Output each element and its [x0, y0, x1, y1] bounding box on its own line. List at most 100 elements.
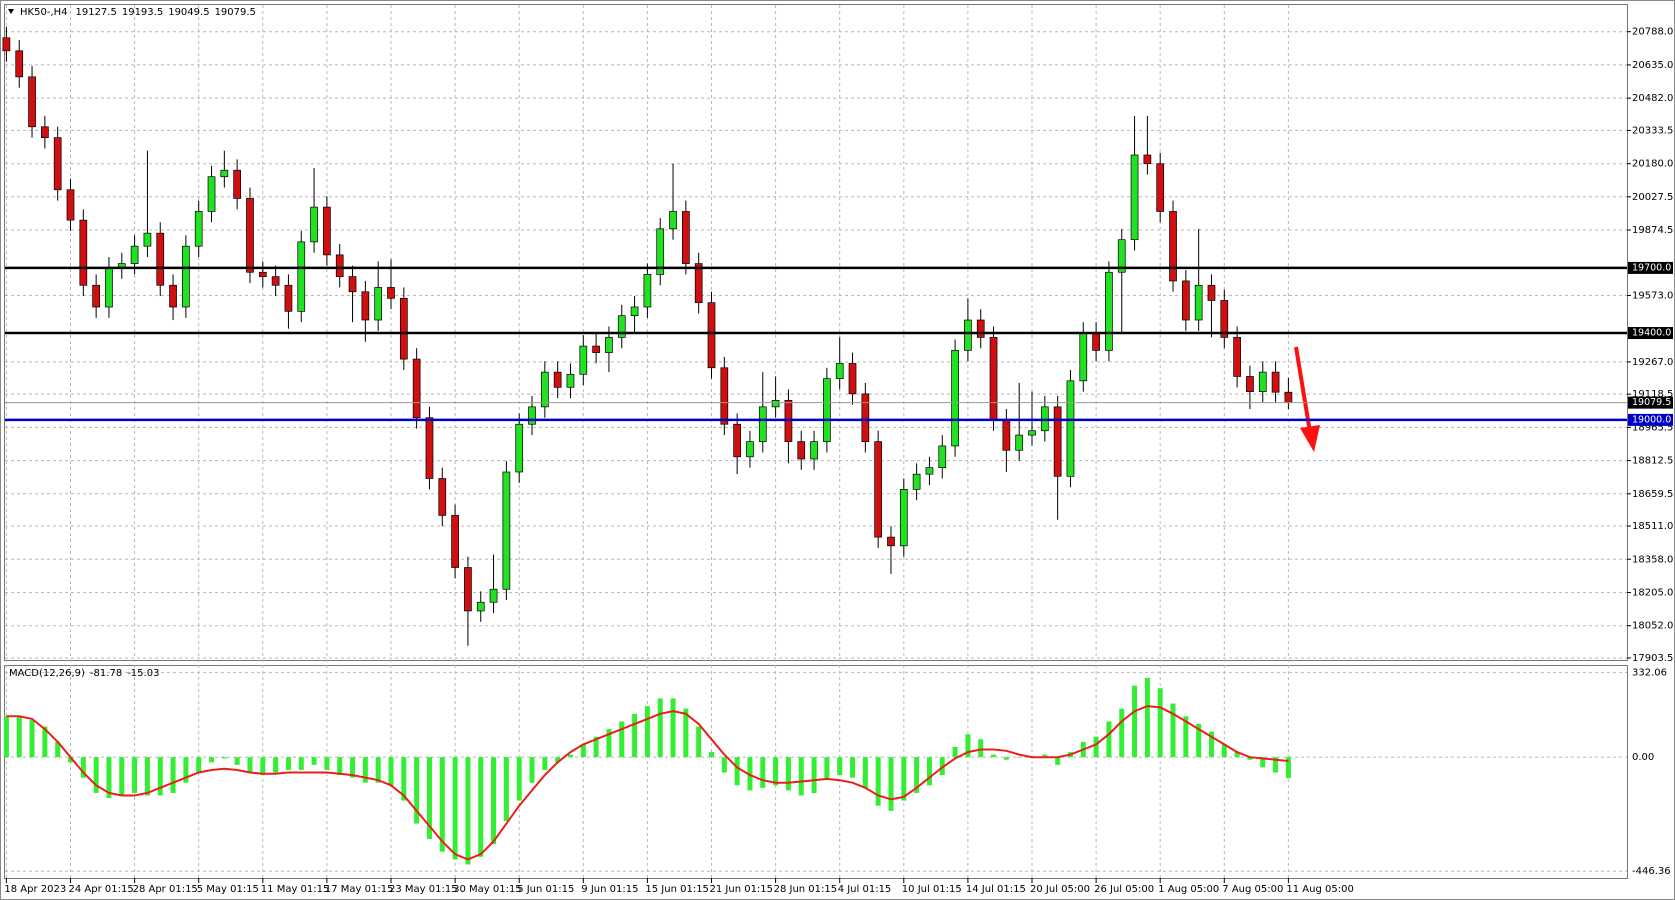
candle-body	[592, 345, 600, 353]
candle-body	[553, 371, 562, 388]
candle-body	[1105, 271, 1113, 351]
candle-body	[1271, 371, 1280, 393]
macd-bar	[55, 741, 61, 758]
x-tick-label: 9 Jun 01:15	[581, 884, 638, 895]
macd-bar	[1106, 721, 1112, 758]
candle-body	[605, 337, 613, 353]
candle-body	[438, 478, 447, 516]
candle-body	[1092, 332, 1100, 351]
candle-body	[874, 441, 883, 538]
candle-body	[823, 378, 831, 442]
candle-body	[1207, 284, 1216, 301]
x-tick-label: 15 Jun 01:15	[645, 884, 709, 895]
macd-bar	[798, 757, 804, 796]
candle-body	[540, 371, 549, 408]
y-tick-label: 18052.0	[1632, 621, 1673, 632]
x-tick-label: 20 Jul 05:00	[1030, 884, 1090, 895]
y-tick-label: 20788.0	[1632, 27, 1673, 38]
candle-body	[1156, 163, 1165, 212]
macd-bar	[1208, 731, 1214, 758]
macd-bar	[221, 757, 227, 759]
macd-bar	[567, 754, 573, 758]
candle-body	[233, 169, 242, 199]
y-tick-label: 20027.5	[1632, 192, 1673, 203]
macd-bar	[401, 757, 407, 801]
y-tick-label: 19874.5	[1632, 225, 1673, 236]
candle-body	[579, 345, 588, 375]
candle-body	[361, 291, 370, 321]
candle-body	[1028, 430, 1036, 436]
macd-bar	[311, 757, 317, 765]
candle-body	[476, 601, 485, 612]
macd-bar	[452, 757, 458, 860]
candle-body	[156, 232, 165, 286]
candle-body	[2, 37, 11, 52]
candle-body	[399, 297, 408, 360]
price-panel	[4, 4, 1628, 661]
candle-body	[1169, 211, 1177, 282]
candle-body	[746, 441, 754, 458]
macd-bar	[1285, 757, 1291, 779]
macd-bar	[811, 757, 817, 793]
candle-body	[758, 406, 767, 442]
macd-bar	[1003, 757, 1009, 760]
level-tag	[1628, 327, 1673, 340]
macd-title: MACD(12,26,9)	[9, 668, 85, 679]
candle-body	[1079, 332, 1088, 382]
candle-body	[989, 337, 998, 421]
candle-body	[1246, 376, 1254, 393]
macd-bar	[1234, 752, 1240, 758]
candle-body	[1002, 419, 1011, 451]
macd-bar	[260, 757, 266, 776]
macd-bar	[1247, 757, 1253, 760]
macd-bar	[670, 698, 676, 758]
macd-bar	[747, 757, 753, 791]
marks	[2, 26, 1293, 865]
candle-body	[1181, 280, 1190, 321]
x-tick-label: 26 Jul 05:00	[1094, 884, 1154, 895]
macd-bar	[555, 757, 561, 763]
macd-bar	[1093, 736, 1099, 758]
y-tick-label: -446.36	[1632, 866, 1671, 877]
x-tick-label: 7 Aug 05:00	[1222, 884, 1283, 895]
candle-body	[669, 211, 677, 230]
macd-bar	[29, 720, 35, 758]
macd-bar	[542, 757, 548, 770]
x-tick-label: 11 Aug 05:00	[1286, 884, 1353, 895]
candle-body	[964, 319, 972, 351]
x-tick-label: 23 May 01:15	[389, 884, 458, 895]
candle-body	[258, 271, 267, 277]
x-tick-label: 18 Apr 2023	[4, 884, 66, 895]
macd-bar	[862, 757, 868, 788]
x-tick-label: 28 Apr 01:15	[133, 884, 198, 895]
macd-bar	[939, 757, 945, 776]
signal-line	[6, 705, 1289, 861]
macd-bar	[619, 721, 625, 758]
x-tick-label: 28 Jun 01:15	[774, 884, 838, 895]
macd-bar	[824, 757, 830, 781]
x-tick-label: 30 May 01:15	[453, 884, 522, 895]
close-value: 19079.5	[215, 7, 256, 18]
candle-body	[617, 315, 626, 338]
high-value: 19193.5	[122, 7, 163, 18]
macd-bar	[285, 757, 291, 770]
candle-body	[66, 189, 75, 221]
annotation-arrow	[1294, 346, 1312, 433]
candle-body	[323, 206, 331, 256]
macd-bar	[991, 754, 997, 758]
candle-body	[169, 284, 177, 308]
macd-bar	[632, 713, 638, 758]
candle-body	[707, 302, 716, 369]
macd-bar	[683, 708, 689, 758]
macd-bar	[1273, 757, 1279, 773]
candle-body	[1053, 406, 1062, 477]
candle-body	[566, 373, 575, 388]
header: HK50-,H4 19127.5 19193.5 19049.5 19079.5	[20, 7, 256, 18]
level-label: 19400.0	[1632, 328, 1671, 339]
candle-body	[951, 350, 959, 447]
macd-bar	[1042, 754, 1048, 758]
candle-body	[528, 406, 536, 425]
macd-bar	[183, 757, 189, 783]
macd-bar	[914, 757, 920, 793]
